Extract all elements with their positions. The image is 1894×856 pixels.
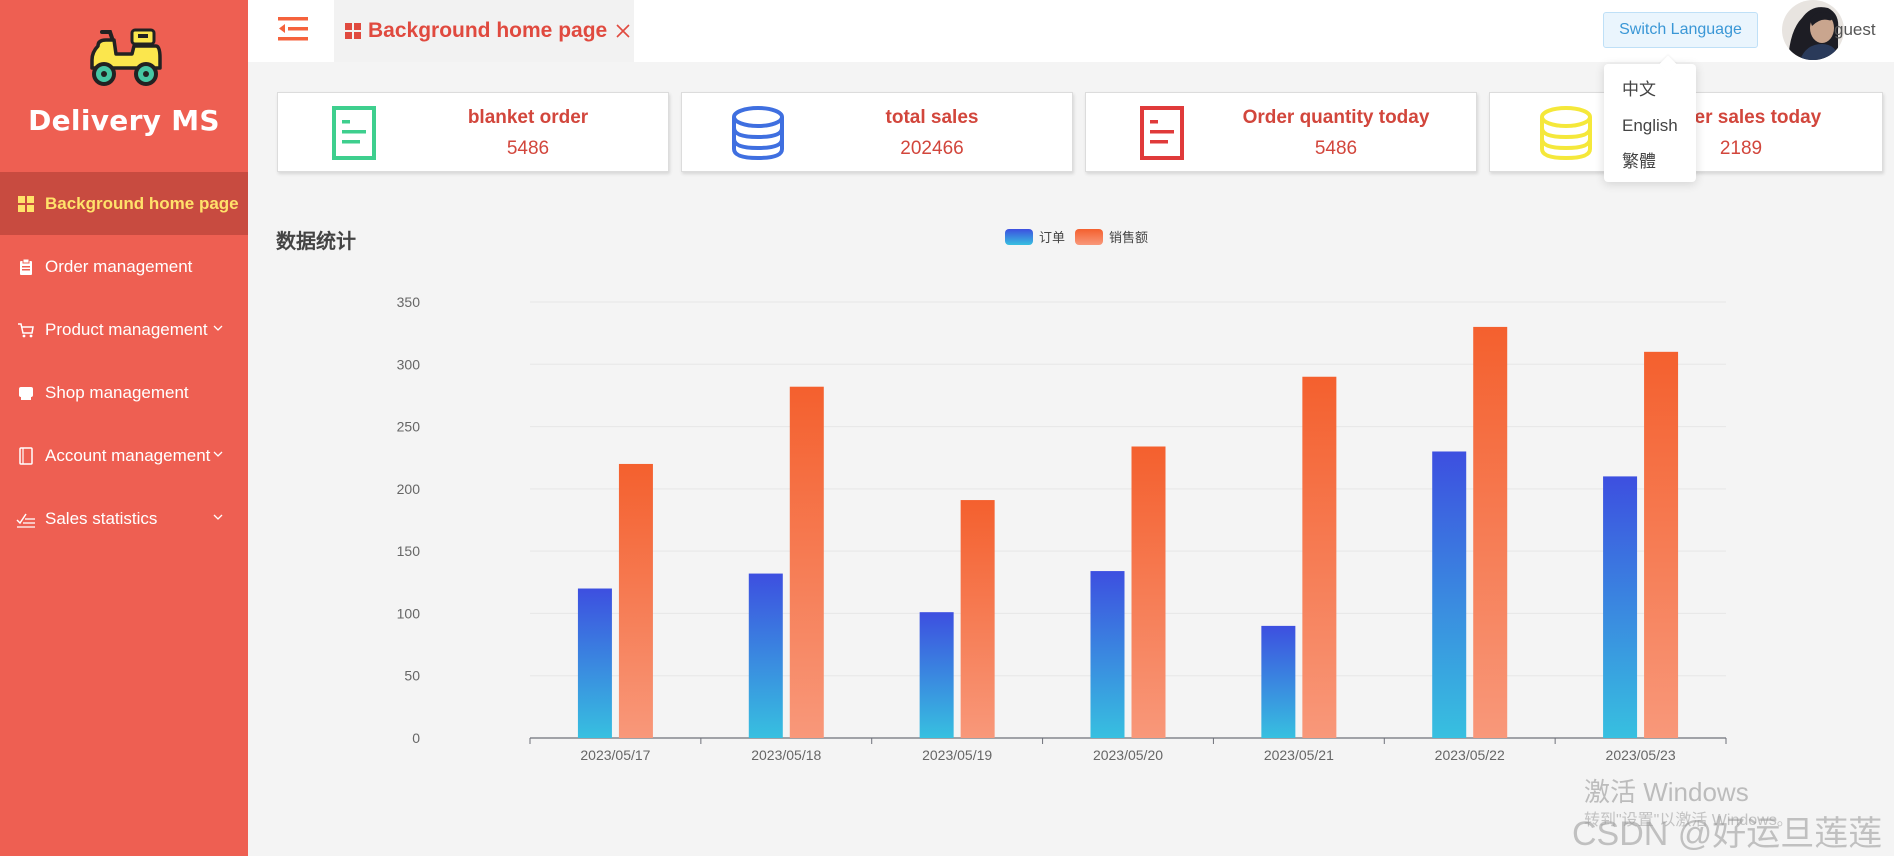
y-tick-label: 350	[397, 294, 421, 310]
chevron-down-icon	[213, 325, 223, 331]
cart-icon	[16, 320, 36, 340]
sidebar-item-label: Product management	[45, 319, 208, 339]
card-value: 5486	[506, 138, 550, 159]
language-option-zh-tw[interactable]: 繁體	[1622, 152, 1656, 171]
csdn-credit-watermark: CSDN @好运旦莲莲	[1572, 815, 1883, 853]
language-dropdown: 中文 English 繁體	[1604, 64, 1696, 182]
bar-sales[interactable]	[1473, 326, 1508, 738]
windows-activation-hint: 转到"设置"以激活 Windows。	[1584, 812, 1793, 829]
sidebar-item-label: Shop management	[45, 382, 189, 402]
windows-activation-watermark: 激活 Windows	[1584, 777, 1749, 807]
username[interactable]: guest	[1834, 20, 1876, 39]
y-tick-label: 50	[404, 668, 420, 684]
menu-toggle-icon[interactable]	[278, 16, 310, 42]
close-icon[interactable]	[615, 23, 631, 39]
bar-orders[interactable]	[1432, 451, 1467, 738]
document-icon	[332, 106, 376, 160]
tab-home[interactable]: Background home page	[334, 0, 634, 62]
y-tick-label: 250	[397, 419, 421, 435]
legend-swatch	[1005, 228, 1033, 245]
bar-sales[interactable]	[618, 463, 653, 738]
sidebar-item-orders[interactable]: Order management	[0, 235, 248, 298]
x-tick-label: 2023/05/22	[1435, 747, 1505, 763]
y-tick-label: 150	[397, 543, 421, 559]
chevron-down-icon	[213, 451, 223, 457]
y-tick-label: 100	[397, 605, 421, 621]
chart-line-icon	[16, 509, 36, 529]
stat-card-order-quantity-today: Order quantity today 5486	[1085, 92, 1477, 172]
sidebar-item-label: Background home page	[45, 193, 239, 213]
clipboard-icon	[16, 257, 36, 277]
chart-legend: 订单 销售额	[1005, 227, 1158, 246]
logo-area: Delivery MS	[0, 0, 248, 172]
document-icon	[1140, 106, 1184, 160]
sidebar: Delivery MS Background home page Order m…	[0, 0, 248, 856]
database-icon	[732, 106, 784, 161]
sidebar-item-shops[interactable]: Shop management	[0, 361, 248, 424]
chevron-down-icon	[213, 514, 223, 520]
card-title: Order quantity today	[1242, 107, 1430, 128]
top-header: Background home page Switch Language gue…	[248, 0, 1894, 62]
switch-language-button[interactable]: Switch Language	[1603, 12, 1758, 48]
y-tick-label: 300	[397, 356, 421, 372]
bar-sales[interactable]	[1644, 351, 1679, 738]
x-tick-label: 2023/05/17	[580, 747, 650, 763]
sidebar-item-accounts[interactable]: Account management	[0, 424, 248, 487]
x-tick-label: 2023/05/21	[1264, 747, 1334, 763]
bar-sales[interactable]	[1131, 446, 1166, 738]
bar-orders[interactable]	[919, 612, 954, 738]
y-tick-label: 200	[397, 481, 421, 497]
chart-title: 数据统计	[276, 229, 356, 253]
tab-label: Background home page	[368, 19, 608, 42]
legend-label: 订单	[1039, 230, 1066, 245]
notebook-icon	[16, 446, 36, 466]
grid-icon	[16, 194, 36, 214]
card-title: blanket order	[467, 107, 589, 128]
bar-sales[interactable]	[960, 500, 995, 738]
x-tick-label: 2023/05/19	[922, 747, 992, 763]
card-title: total sales	[885, 107, 979, 128]
bar-orders[interactable]	[577, 588, 612, 738]
database-icon	[1540, 106, 1592, 161]
sidebar-item-label: Sales statistics	[45, 508, 158, 528]
sidebar-item-label: Order management	[45, 256, 193, 276]
card-value: 202466	[900, 138, 964, 159]
bar-orders[interactable]	[1090, 571, 1125, 738]
grid-icon	[345, 23, 361, 39]
card-value: 5486	[1314, 138, 1358, 159]
sidebar-menu: Background home page Order management Pr…	[0, 172, 248, 550]
stat-card-blanket-order: blanket order 5486	[277, 92, 669, 172]
legend-label: 销售额	[1109, 230, 1149, 245]
bar-sales[interactable]	[789, 386, 824, 738]
bar-orders[interactable]	[748, 573, 783, 738]
sidebar-item-sales-statistics[interactable]: Sales statistics	[0, 487, 248, 550]
bar-sales[interactable]	[1302, 376, 1337, 738]
legend-item-orders[interactable]: 订单	[1005, 227, 1065, 246]
language-option-en[interactable]: English	[1622, 116, 1678, 135]
card-value: 2189	[1719, 138, 1763, 159]
y-tick-label: 0	[412, 730, 420, 746]
sidebar-item-home[interactable]: Background home page	[0, 172, 248, 235]
x-tick-label: 2023/05/23	[1606, 747, 1676, 763]
x-tick-label: 2023/05/20	[1093, 747, 1163, 763]
sidebar-item-products[interactable]: Product management	[0, 298, 248, 361]
x-tick-label: 2023/05/18	[751, 747, 821, 763]
language-option-zh[interactable]: 中文	[1622, 80, 1656, 99]
card-title: Order sales today	[1660, 107, 1822, 128]
bar-orders[interactable]	[1261, 625, 1296, 738]
bar-orders[interactable]	[1603, 476, 1638, 738]
legend-swatch	[1075, 228, 1104, 245]
avatar[interactable]	[1782, 0, 1844, 60]
scooter-logo-icon	[90, 28, 162, 86]
sidebar-item-label: Account management	[45, 445, 211, 465]
shop-icon	[16, 383, 36, 403]
app-title: Delivery MS	[28, 104, 220, 137]
stat-card-total-sales: total sales 202466	[681, 92, 1073, 172]
legend-item-sales[interactable]: 销售额	[1075, 227, 1148, 246]
